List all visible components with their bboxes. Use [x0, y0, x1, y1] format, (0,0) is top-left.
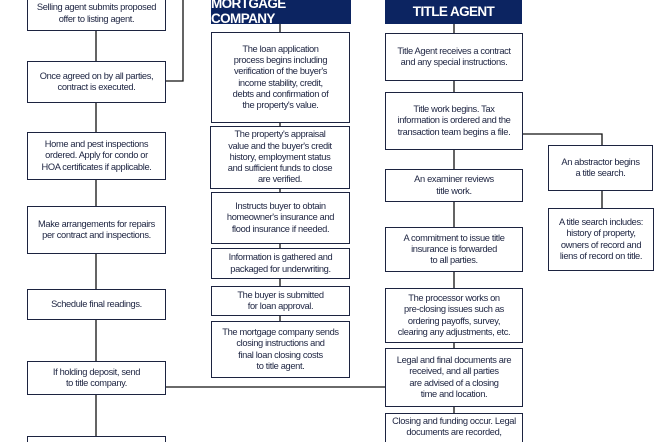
mortgage-step-3: Instructs buyer to obtain homeowner's in…: [211, 192, 350, 244]
title-search-step: A title search includes: history of prop…: [548, 208, 654, 271]
mortgage-step-2: The property's appraisal value and the b…: [210, 126, 350, 189]
title-step-5: The processor works on pre-closing issue…: [385, 288, 523, 343]
header-mortgage-company: MORTGAGE COMPANY: [211, 0, 351, 26]
mortgage-step-5: The buyer is submitted for loan approval…: [211, 286, 350, 316]
agent-step-5: Schedule final readings.: [27, 289, 166, 320]
title-step-6: Legal and final documents are received, …: [385, 348, 523, 407]
title-step-3: An examiner reviews title work.: [385, 169, 523, 202]
title-to-abstractor-connector: [523, 133, 603, 145]
title-step-4: A commitment to issue title insurance is…: [385, 227, 523, 272]
mortgage-step-4: Information is gathered and packaged for…: [211, 248, 350, 279]
agent-step-2: Once agreed on by all parties, contract …: [27, 61, 166, 103]
agent-step-4: Make arrangements for repairs per contra…: [27, 206, 166, 254]
contract-to-top-connector: [165, 0, 184, 82]
agent-step-1: Selling agent submits proposed offer to …: [27, 0, 166, 31]
mortgage-step-6: The mortgage company sends closing instr…: [211, 321, 350, 378]
abstractor-step: An abstractor begins a title search.: [548, 145, 653, 191]
agent-step-6: If holding deposit, send to title compan…: [27, 361, 166, 395]
mortgage-step-1: The loan application process begins incl…: [211, 32, 350, 123]
agent-step-3: Home and pest inspections ordered. Apply…: [27, 132, 166, 180]
title-step-7: Closing and funding occur. Legal documen…: [385, 413, 523, 442]
header-title-agent: TITLE AGENT: [385, 0, 522, 24]
title-step-2: Title work begins. Tax information is or…: [385, 92, 523, 150]
title-step-1: Title Agent receives a contract and any …: [385, 33, 523, 81]
agent-step-7: [27, 436, 166, 442]
